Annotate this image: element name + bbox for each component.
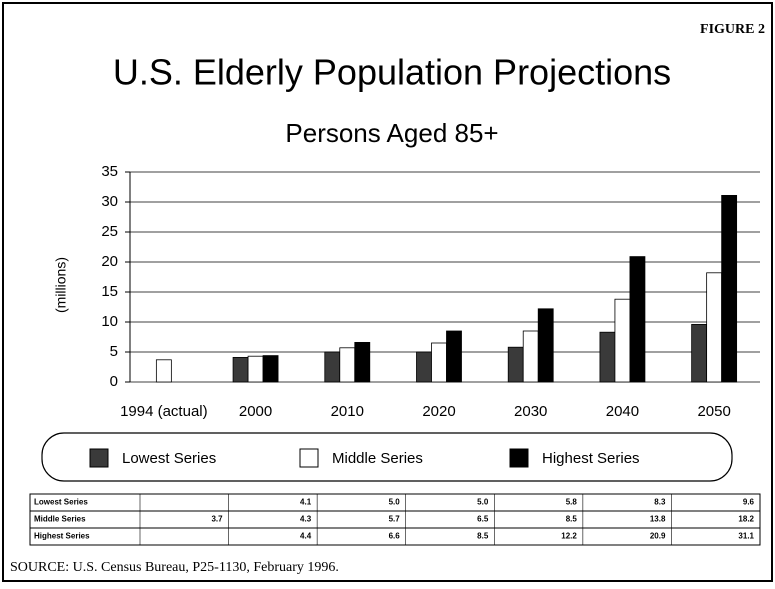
y-tick-label: 5 xyxy=(110,343,118,360)
legend-swatch xyxy=(509,448,529,468)
bar xyxy=(599,331,616,383)
table-row-label: Middle Series xyxy=(34,515,86,524)
table-cell: 9.6 xyxy=(743,498,755,507)
x-tick-label: 2000 xyxy=(239,403,272,420)
bar xyxy=(446,330,462,383)
data-table xyxy=(29,493,761,546)
table-cell: 18.2 xyxy=(738,515,754,524)
y-tick-label: 15 xyxy=(101,283,118,300)
legend-swatch xyxy=(299,448,319,468)
legend-label: Highest Series xyxy=(542,450,640,467)
table-cell: 5.0 xyxy=(477,498,489,507)
table-cell: 31.1 xyxy=(738,532,754,541)
y-tick-label: 25 xyxy=(101,223,118,240)
bar xyxy=(522,330,539,383)
x-tick-label: 2040 xyxy=(606,403,639,420)
bar xyxy=(354,341,371,383)
x-tick-label: 2050 xyxy=(697,403,730,420)
bar xyxy=(262,355,279,383)
table-cell: 3.7 xyxy=(211,515,223,524)
bar xyxy=(614,298,631,383)
table-cell: 5.7 xyxy=(389,515,401,524)
chart-subtitle: Persons Aged 85+ xyxy=(285,118,498,148)
table-cell: 20.9 xyxy=(650,532,666,541)
x-tick-label: 2030 xyxy=(514,403,547,420)
bar xyxy=(431,342,447,383)
table-cell: 5.0 xyxy=(389,498,401,507)
bar xyxy=(232,356,249,383)
table-cell: 4.1 xyxy=(300,498,312,507)
legend-swatch xyxy=(89,448,109,468)
y-tick-label: 30 xyxy=(101,193,118,210)
legend-label: Middle Series xyxy=(332,450,423,467)
y-tick-label: 10 xyxy=(101,313,118,330)
table-row-label: Highest Series xyxy=(34,532,90,541)
table-cell: 4.4 xyxy=(300,532,312,541)
y-tick-label: 20 xyxy=(101,253,118,270)
y-axis-label: (millions) xyxy=(53,257,69,313)
table-cell: 12.2 xyxy=(561,532,577,541)
table-cell: 8.3 xyxy=(654,498,666,507)
chart-title: U.S. Elderly Population Projections xyxy=(113,52,671,93)
bar xyxy=(339,347,356,383)
table-cell: 4.3 xyxy=(300,515,312,524)
bar xyxy=(537,308,554,383)
source-note: SOURCE: U.S. Census Bureau, P25-1130, Fe… xyxy=(10,560,339,575)
table-cell: 5.8 xyxy=(566,498,578,507)
table-cell: 6.5 xyxy=(477,515,489,524)
bar xyxy=(155,359,172,383)
x-tick-label: 2020 xyxy=(422,403,455,420)
y-tick-label: 0 xyxy=(110,373,118,390)
x-tick-label: 1994 (actual) xyxy=(120,403,208,420)
bar xyxy=(721,194,738,383)
bar xyxy=(629,256,646,383)
table-cell: 13.8 xyxy=(650,515,666,524)
bar xyxy=(507,346,524,383)
y-tick-label: 35 xyxy=(101,163,118,180)
table-cell: 6.6 xyxy=(389,532,401,541)
legend-label: Lowest Series xyxy=(122,450,216,467)
table-cell: 8.5 xyxy=(566,515,578,524)
bar xyxy=(706,272,723,383)
legend-box xyxy=(41,432,733,482)
table-row-label: Lowest Series xyxy=(34,498,88,507)
bar xyxy=(691,323,708,383)
bar xyxy=(324,351,341,383)
figure-label: FIGURE 2 xyxy=(700,22,765,37)
x-tick-label: 2010 xyxy=(331,403,364,420)
table-cell: 8.5 xyxy=(477,532,489,541)
bar xyxy=(416,351,432,383)
bar xyxy=(247,355,264,383)
